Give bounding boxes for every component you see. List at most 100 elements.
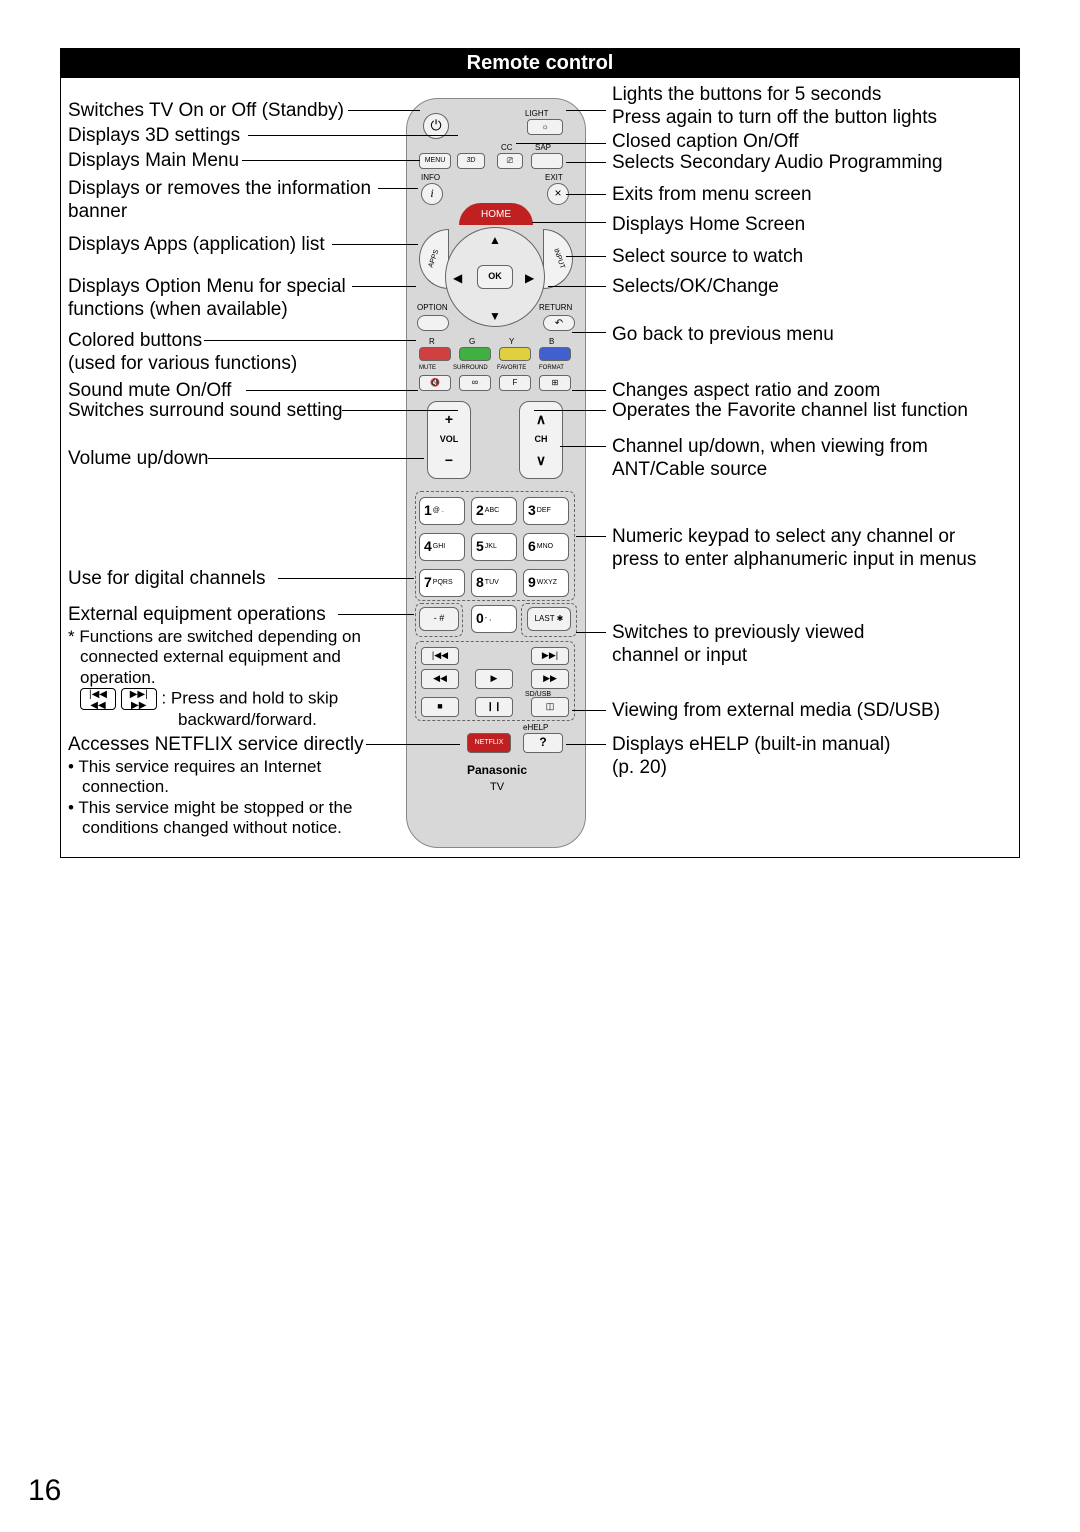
yellow-button[interactable] [499,347,531,361]
g-label: G [469,337,475,346]
netflix-button[interactable]: NETFLIX [467,733,511,753]
blue-button[interactable] [539,347,571,361]
3d-button[interactable]: 3D [457,153,485,169]
callout-info: Displays or removes the informationbanne… [68,178,371,224]
leader [352,286,416,287]
remote-body: ⏻ LIGHT ☼ CC SAP ⎚ MENU 3D INFO EXIT i ×… [406,98,586,848]
option-label: OPTION [417,303,448,312]
menu-button[interactable]: MENU [419,153,451,169]
callout-menu: Displays Main Menu [68,150,239,173]
help-button[interactable]: ? [523,733,563,753]
skip-fwd-icon: ▶▶|▶▶ [121,688,157,710]
leader [566,256,606,257]
cc-button[interactable]: ⎚ [497,153,523,169]
numpad-group [415,491,575,601]
brand-label: Panasonic [407,763,587,777]
callout-power: Switches TV On or Off (Standby) [68,100,344,123]
format-button[interactable]: ⊞ [539,375,571,391]
leader [576,632,606,633]
callout-ch: Channel up/down, when viewing fromANT/Ca… [612,436,928,482]
callout-netflix: Accesses NETFLIX service directly This s… [68,734,408,838]
leader [338,614,414,615]
callout-ext: External equipment operations * Function… [68,604,408,730]
leader [566,194,606,195]
leader [560,446,606,447]
b-label: B [549,337,554,346]
leader [534,410,606,411]
info-label: INFO [421,173,440,182]
callout-ehelp: Displays eHELP (built-in manual)(p. 20) [612,734,890,780]
format-label: FORMAT [539,365,564,371]
title-bar: Remote control [60,48,1020,78]
leader [348,110,420,111]
mute-button[interactable]: 🔇 [419,375,451,391]
leader [516,143,606,144]
sap-label: SAP [535,143,551,152]
leader [532,222,606,223]
callout-sap: Selects Secondary Audio Programming [612,152,943,175]
leader [342,410,458,411]
sap-button[interactable] [531,153,563,169]
exit-label: EXIT [545,173,563,182]
callout-volume: Volume up/down [68,448,209,471]
leader [204,340,416,341]
callout-digital: Use for digital channels [68,568,266,591]
leader [248,135,458,136]
callout-3d: Displays 3D settings [68,125,240,148]
input-button[interactable]: INPUT [543,229,573,289]
callout-favorite: Operates the Favorite channel list funct… [612,400,968,423]
callout-return: Go back to previous menu [612,324,834,347]
leader [548,286,606,287]
light-button[interactable]: ☼ [527,119,563,135]
ehelp-label: eHELP [523,723,548,732]
dpad-up-icon: ▲ [489,233,501,247]
info-button[interactable]: i [421,183,443,205]
home-button[interactable]: HOME [459,203,533,225]
callout-numpad: Numeric keypad to select any channel orp… [612,526,976,572]
leader [378,188,418,189]
callout-ok: Selects/OK/Change [612,276,779,299]
callout-sdusb: Viewing from external media (SD/USB) [612,700,940,723]
mute-label: MUTE [419,365,436,371]
callout-home: Displays Home Screen [612,214,805,237]
surround-label: SURROUND [453,365,488,371]
skip-back-icon: |◀◀◀◀ [80,688,116,710]
callout-exit: Exits from menu screen [612,184,812,207]
callout-color: Colored buttons(used for various functio… [68,330,297,376]
dpad-left-icon: ◀ [453,271,462,285]
key-0[interactable]: 0- , [471,605,517,633]
brand-sub-label: TV [407,781,587,793]
return-label: RETURN [539,303,572,312]
callout-surround: Switches surround sound setting [68,400,343,423]
leader [576,536,606,537]
callout-cc: Closed caption On/Off [612,131,799,154]
leader [566,110,606,111]
dpad-down-icon: ▼ [489,309,501,323]
surround-button[interactable]: ∞ [459,375,491,391]
option-button[interactable] [417,315,449,331]
leader [366,744,460,745]
transport-group [415,641,575,721]
page-number: 16 [28,1474,61,1508]
ok-button[interactable]: OK [477,265,513,289]
leader [246,390,418,391]
leader [572,332,606,333]
leader [278,578,414,579]
dpad-right-icon: ▶ [525,271,534,285]
favorite-button[interactable]: F [499,375,531,391]
leader [208,458,424,459]
r-label: R [429,337,435,346]
leader [332,244,418,245]
ch-rocker[interactable]: ∧ CH ∨ [519,401,563,479]
vol-rocker[interactable]: + VOL − [427,401,471,479]
callout-light: Lights the buttons for 5 secondsPress ag… [612,84,937,130]
callout-input: Select source to watch [612,246,803,269]
red-button[interactable] [419,347,451,361]
return-button[interactable]: ↶ [543,315,575,331]
green-button[interactable] [459,347,491,361]
y-label: Y [509,337,514,346]
light-label: LIGHT [525,109,549,118]
last-group [521,603,577,637]
leader [572,390,606,391]
leader [566,744,606,745]
